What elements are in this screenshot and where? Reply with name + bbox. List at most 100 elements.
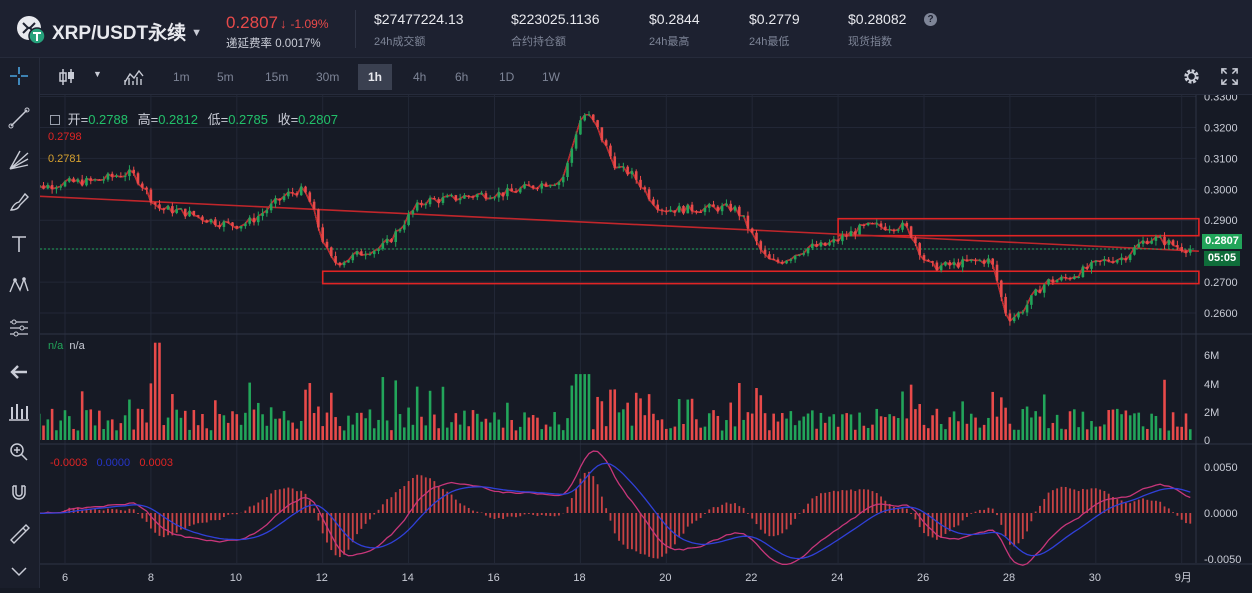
fullscreen-icon[interactable]: [1220, 67, 1239, 86]
chart-area[interactable]: 0.3300 0.3200 0.3100 0.3000 0.2900 0.2700 0.26…: [20, 92, 1252, 588]
trend-line-icon[interactable]: [5, 104, 33, 132]
volume-bar: [433, 414, 436, 440]
volume-bar: [712, 410, 715, 440]
close-value: 0.2807: [298, 112, 338, 127]
tab-6h[interactable]: 6h: [455, 70, 469, 84]
candle-body: [832, 239, 836, 243]
lock-drawing-icon[interactable]: [5, 518, 33, 546]
tab-30m[interactable]: 30m: [316, 70, 340, 84]
candle-body: [1146, 240, 1149, 244]
volume-bar: [420, 416, 423, 440]
volume-bar: [493, 412, 496, 440]
zoom-in-icon[interactable]: [5, 438, 33, 466]
tab-1d[interactable]: 1D: [499, 70, 515, 84]
candle-body: [1120, 257, 1123, 261]
stat-label: 24h最低: [749, 36, 790, 48]
pair-selector[interactable]: XRP/USDT永续 ▼: [52, 18, 202, 45]
kline-chart[interactable]: 0.3300 0.3200 0.3100 0.3000 0.2900 0.2700 0.26…: [20, 92, 1252, 588]
fib-fan-icon[interactable]: [5, 146, 33, 174]
candle-body: [995, 264, 999, 281]
volume-bar: [995, 416, 999, 440]
collapse-icon[interactable]: [50, 115, 60, 125]
volume-bar: [531, 415, 535, 440]
hide-drawings-icon[interactable]: [5, 558, 33, 586]
volume-bar: [793, 425, 797, 440]
candle-body: [720, 205, 724, 212]
volume-bar: [1021, 409, 1025, 440]
help-icon[interactable]: ?: [924, 13, 937, 26]
volume-bar: [634, 392, 638, 440]
volume-bar: [759, 395, 763, 440]
candle-body: [510, 188, 513, 192]
price-tick-label: 0.2600: [1204, 308, 1238, 320]
tab-15m[interactable]: 15m: [265, 70, 289, 84]
candle-body: [110, 173, 114, 177]
candle-body: [162, 208, 166, 210]
volume-bar: [239, 424, 243, 440]
candle-body: [647, 189, 651, 200]
candle-body: [853, 231, 857, 235]
tab-1m[interactable]: 1m: [173, 70, 190, 84]
volume-bar: [1068, 411, 1072, 440]
candle-body: [682, 206, 685, 214]
candle-body: [557, 182, 561, 186]
candle-body: [214, 219, 217, 226]
chart-type-caret-icon[interactable]: ▼: [93, 69, 102, 79]
volume-bar: [467, 426, 471, 440]
candle-body: [278, 198, 282, 201]
macd-dea-line: [21, 462, 1191, 560]
volume-bar: [957, 421, 960, 440]
volume-bar: [411, 424, 415, 440]
candle-body: [183, 208, 187, 217]
indicators-icon[interactable]: [123, 68, 145, 86]
candle-body: [420, 202, 423, 205]
candle-body: [639, 179, 642, 188]
candle-body: [583, 115, 586, 121]
candle-body: [1034, 289, 1037, 296]
volume-bar: [686, 399, 690, 440]
volume-bar: [1180, 426, 1183, 440]
volume-bar: [884, 417, 887, 440]
time-tick-label: 8: [148, 572, 154, 584]
text-tool-icon[interactable]: [5, 230, 33, 258]
time-tick-label: 10: [230, 572, 242, 584]
candle-body: [901, 222, 904, 230]
measure-tool-icon[interactable]: [5, 314, 33, 342]
volume-bar: [1064, 429, 1068, 440]
volume-bar: [317, 406, 320, 440]
tab-4h[interactable]: 4h: [413, 70, 427, 84]
volume-bar: [613, 389, 617, 440]
candle-body: [871, 223, 874, 225]
tab-1w[interactable]: 1W: [542, 70, 560, 84]
back-arrow-icon[interactable]: [5, 358, 33, 386]
volume-bar: [282, 411, 286, 440]
volume-bar: [1111, 409, 1115, 440]
volume-bar: [1077, 427, 1080, 440]
time-tick-label: 14: [402, 572, 414, 584]
candle-body: [153, 202, 157, 205]
candle-body: [1115, 260, 1119, 263]
volume-bar: [969, 413, 973, 440]
volume-bar: [196, 425, 200, 440]
volume-bar: [1115, 408, 1119, 440]
tab-5m[interactable]: 5m: [217, 70, 234, 84]
pattern-tool-icon[interactable]: [5, 272, 33, 300]
brush-icon[interactable]: [5, 188, 33, 216]
volume-bar: [364, 418, 367, 440]
volume-bar: [63, 410, 67, 440]
magnet-icon[interactable]: [5, 478, 33, 506]
candle-body: [918, 243, 921, 256]
tab-1h[interactable]: 1h: [358, 64, 393, 90]
volume-bar: [158, 342, 161, 440]
volume-bar: [437, 428, 440, 440]
volume-bar: [428, 390, 432, 440]
candlestick-type-icon[interactable]: [58, 67, 76, 87]
crosshair-icon[interactable]: [5, 62, 33, 90]
volume-bar: [145, 422, 148, 440]
position-tool-icon[interactable]: [5, 398, 33, 426]
gear-icon[interactable]: [1182, 67, 1201, 86]
volume-bar: [690, 398, 694, 440]
candle-body: [471, 196, 475, 198]
volume-bar: [377, 419, 380, 440]
candle-body: [939, 265, 943, 271]
